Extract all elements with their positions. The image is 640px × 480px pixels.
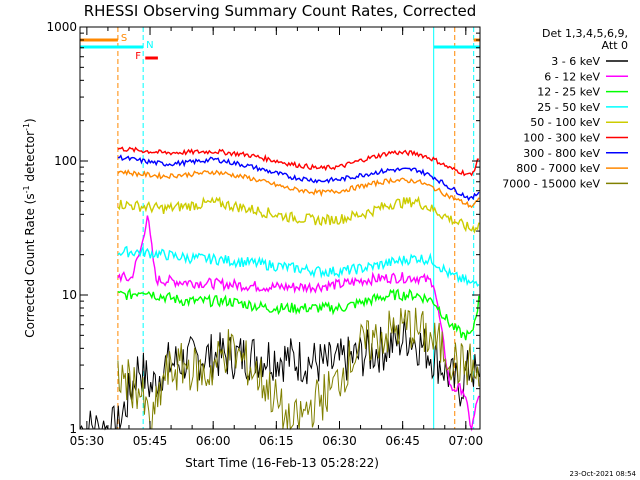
- y-tick-label-3: 1000: [46, 20, 77, 34]
- legend-label-5: 100 - 300 keV: [523, 132, 600, 145]
- series-line-5: [117, 146, 479, 177]
- series-line-1: [117, 215, 480, 432]
- chart-title: RHESSI Observing Summary Count Rates, Co…: [84, 2, 477, 20]
- x-axis-ticks: 05:30 05:45 06:00 06:15 06:30 06:45 07:00: [70, 27, 484, 448]
- series-line-4: [117, 195, 480, 234]
- x-tick-label-3: 06:15: [259, 434, 294, 448]
- x-tick-label-5: 06:45: [385, 434, 420, 448]
- x-tick-label-1: 05:45: [133, 434, 168, 448]
- series-line-8: [117, 307, 480, 431]
- y-axis-label: Corrected Count Rate (s-1 detector-1): [22, 118, 37, 337]
- y-axis-label-main: Corrected Count Rate (s: [23, 193, 37, 337]
- x-axis-label: Start Time (16-Feb-13 05:28:22): [185, 456, 379, 470]
- series-line-2: [117, 287, 480, 341]
- legend-label-0: 3 - 6 keV: [551, 55, 600, 68]
- flag-label-f: F: [135, 51, 141, 62]
- legend-label-4: 50 - 100 keV: [530, 116, 600, 129]
- y-tick-label-2: 100: [54, 154, 77, 168]
- legend-label-3: 25 - 50 keV: [537, 101, 600, 114]
- timestamp: 23-Oct-2021 08:54: [570, 470, 637, 478]
- legend-label-1: 6 - 12 keV: [544, 70, 600, 83]
- y-tick-label-1: 10: [62, 288, 77, 302]
- y-axis-ticks: 1 10 100 1000: [46, 20, 480, 436]
- y-axis-label-sup1: -1: [22, 185, 31, 193]
- series-line-3: [117, 245, 480, 287]
- plot-area: S NF: [79, 27, 480, 432]
- plot-frame: [79, 26, 481, 430]
- x-tick-label-0: 05:30: [70, 434, 105, 448]
- y-axis-label-end: ): [23, 118, 37, 123]
- flag-label-n: N: [146, 40, 153, 51]
- legend: Det 1,3,4,5,6,9,Att 03 - 6 keV 6 - 12 keV…: [502, 27, 628, 190]
- y-axis-label-mid: detector: [23, 131, 37, 186]
- x-tick-label-6: 07:00: [449, 434, 484, 448]
- legend-header-0: Det 1,3,4,5,6,9,: [542, 27, 628, 40]
- series-line-7: [117, 168, 480, 209]
- series-line-6: [117, 154, 480, 202]
- legend-label-8: 7000 - 15000 keV: [502, 177, 600, 190]
- y-tick-label-0: 1: [69, 422, 77, 436]
- x-tick-label-4: 06:30: [322, 434, 357, 448]
- y-axis-label-sup2: -1: [22, 123, 31, 131]
- x-tick-label-2: 06:00: [196, 434, 231, 448]
- flag-label-s: S: [121, 33, 127, 44]
- legend-label-2: 12 - 25 keV: [537, 86, 600, 99]
- legend-header-1: Att 0: [602, 39, 628, 52]
- legend-label-7: 800 - 7000 keV: [516, 162, 600, 175]
- legend-label-6: 300 - 800 keV: [523, 147, 600, 160]
- series-line-0: [79, 318, 480, 431]
